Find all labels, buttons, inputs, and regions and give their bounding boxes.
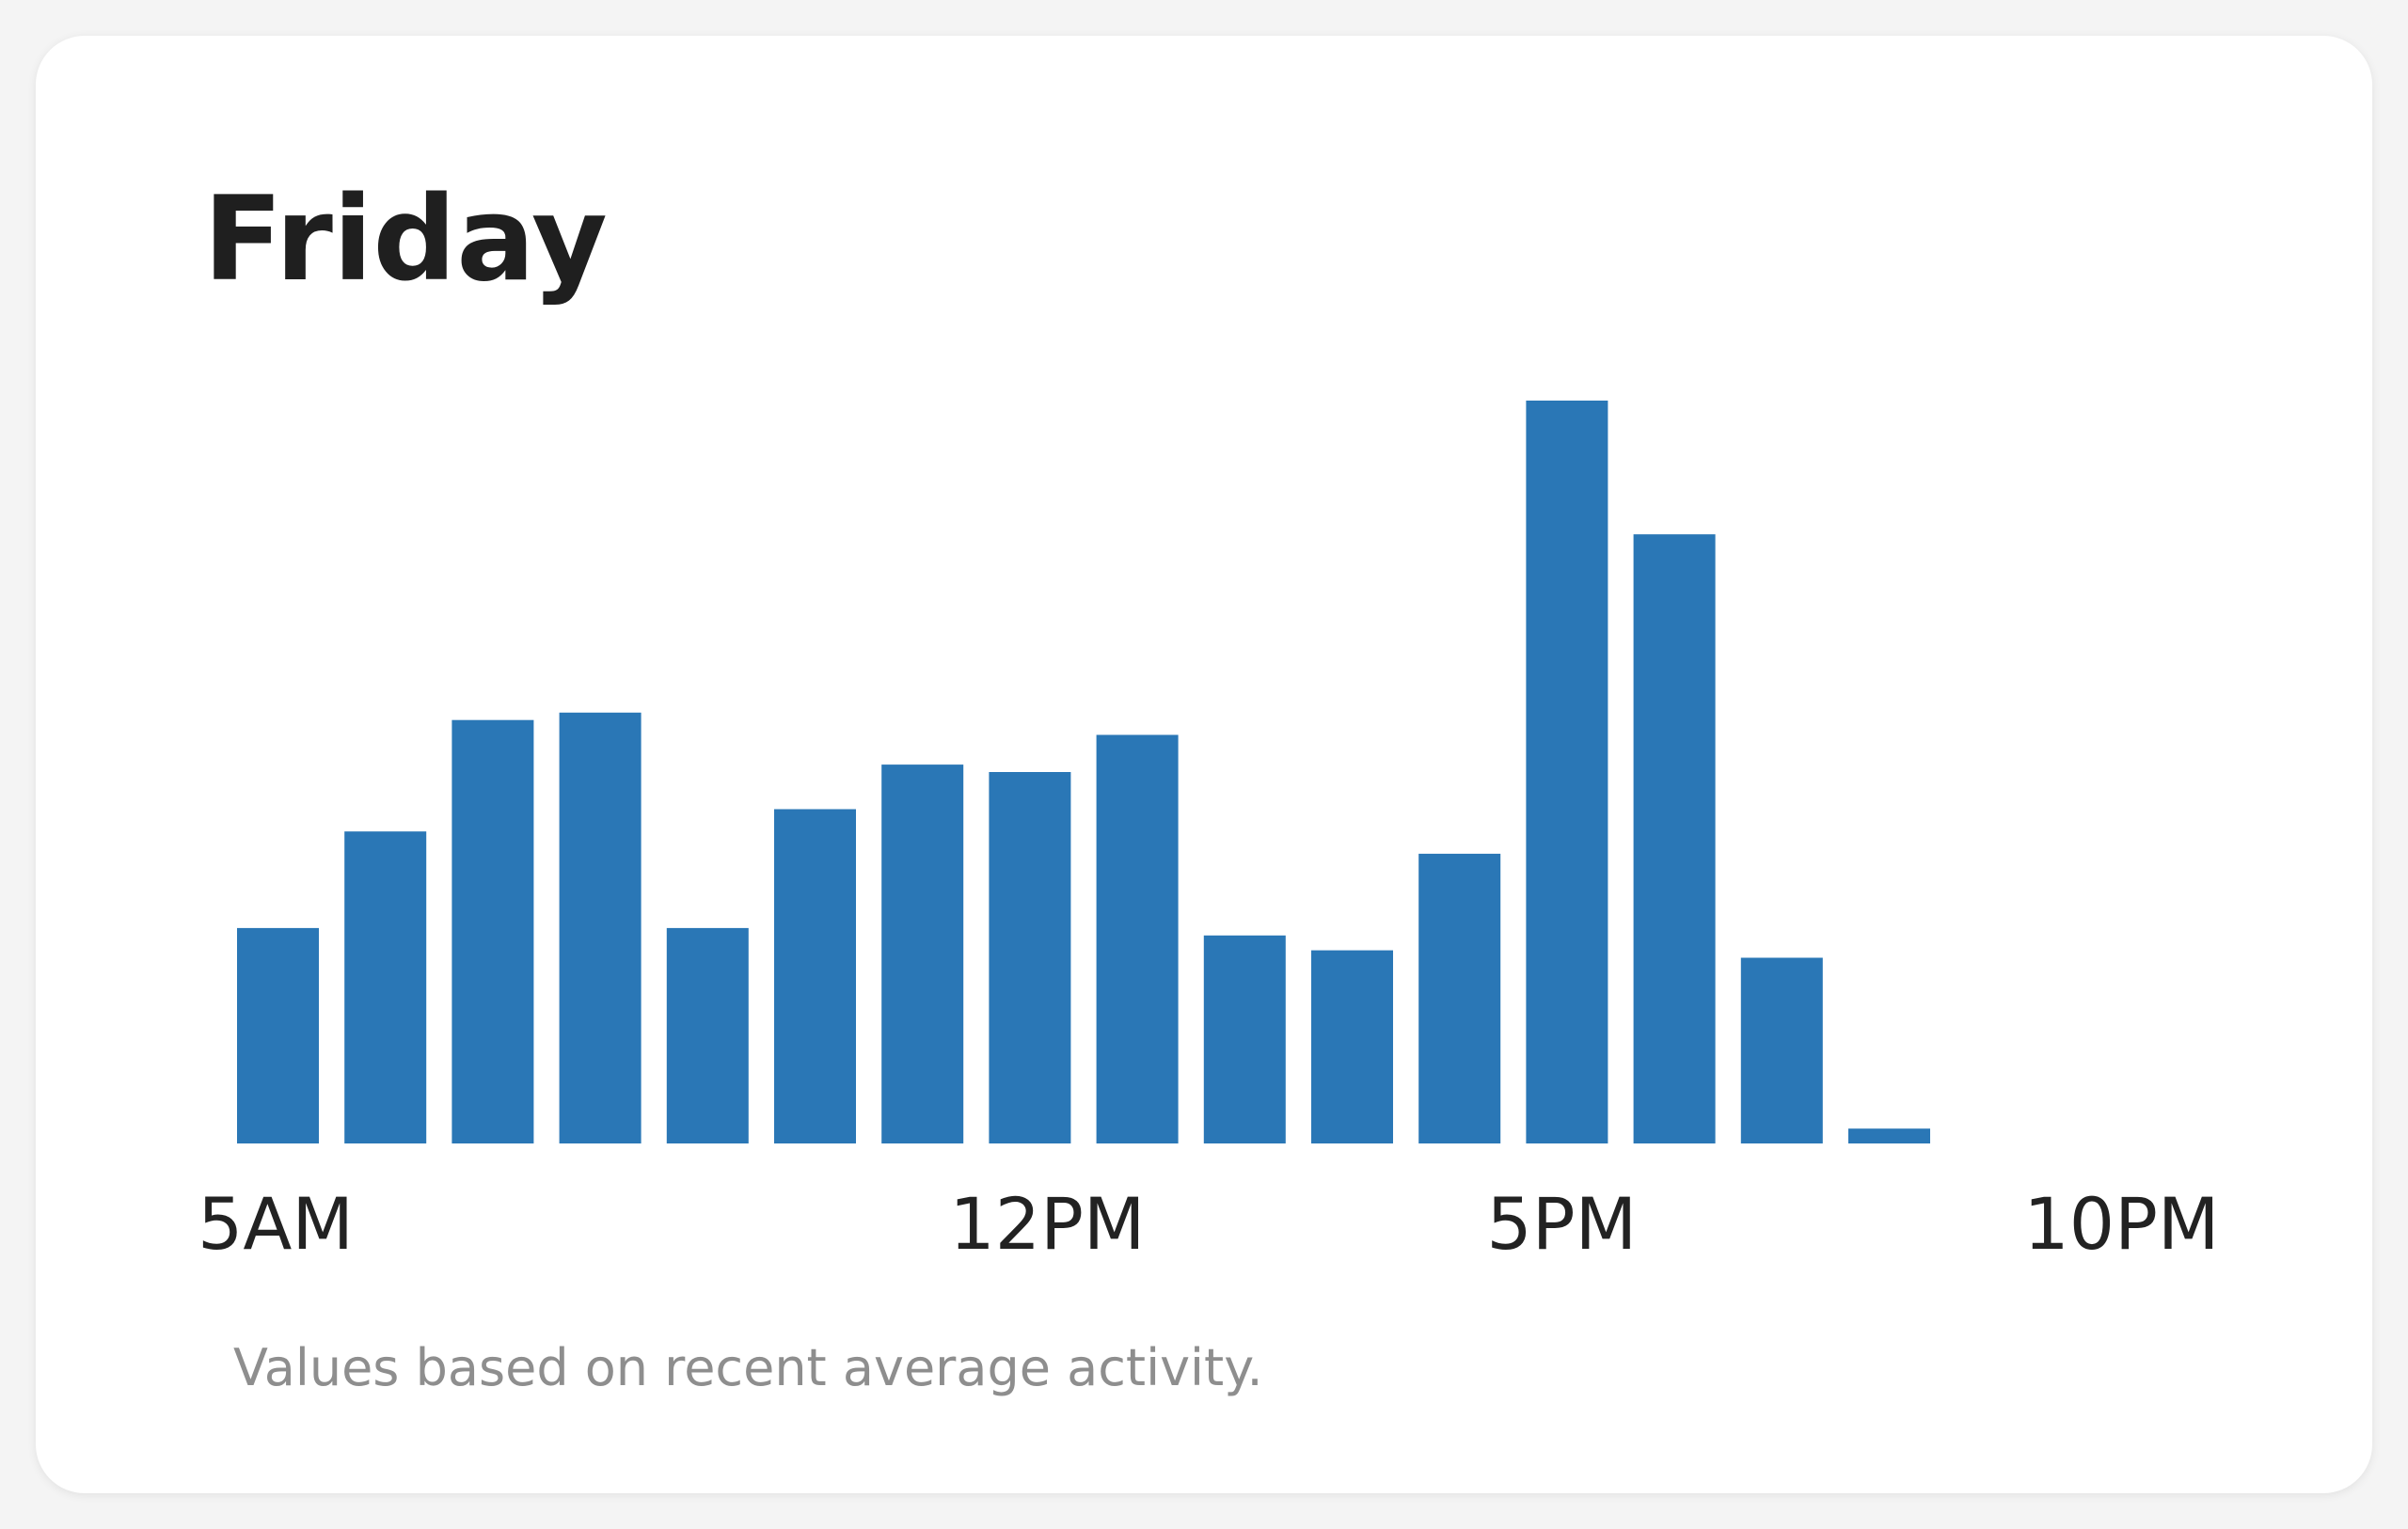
footnote: Values based on recent average activity. <box>233 1338 1263 1397</box>
bar-4pm <box>1418 853 1501 1143</box>
bar-12pm <box>989 772 1071 1143</box>
bar-3pm <box>1311 950 1393 1143</box>
x-tick-5pm: 5PM <box>1486 1182 1637 1266</box>
x-tick-5am: 5AM <box>198 1182 354 1266</box>
chart-title: Friday <box>203 172 608 307</box>
bar-7am <box>452 719 534 1143</box>
bar-1pm <box>1096 734 1179 1143</box>
bar-9am <box>666 927 749 1143</box>
popular-times-card: Friday 5AM 12PM 5PM 10PM Values based on re… <box>36 36 2372 1493</box>
bars <box>237 401 1930 1143</box>
bar-6am <box>344 831 427 1143</box>
bar-8pm <box>1848 1128 1930 1143</box>
x-tick-12pm: 12PM <box>949 1182 1145 1266</box>
bar-11am <box>881 764 964 1143</box>
bar-5am <box>237 927 319 1143</box>
x-axis-tick-labels: 5AM 12PM 5PM 10PM <box>198 1182 2220 1266</box>
bar-chart: 5AM 12PM 5PM 10PM <box>198 401 2220 1266</box>
bar-7pm <box>1740 957 1823 1143</box>
bar-2pm <box>1203 935 1286 1143</box>
x-tick-10pm: 10PM <box>2023 1182 2219 1266</box>
bar-6pm <box>1633 534 1716 1143</box>
bar-8am <box>559 712 642 1143</box>
bar-10am <box>774 809 856 1143</box>
bar-5pm <box>1526 401 1608 1143</box>
